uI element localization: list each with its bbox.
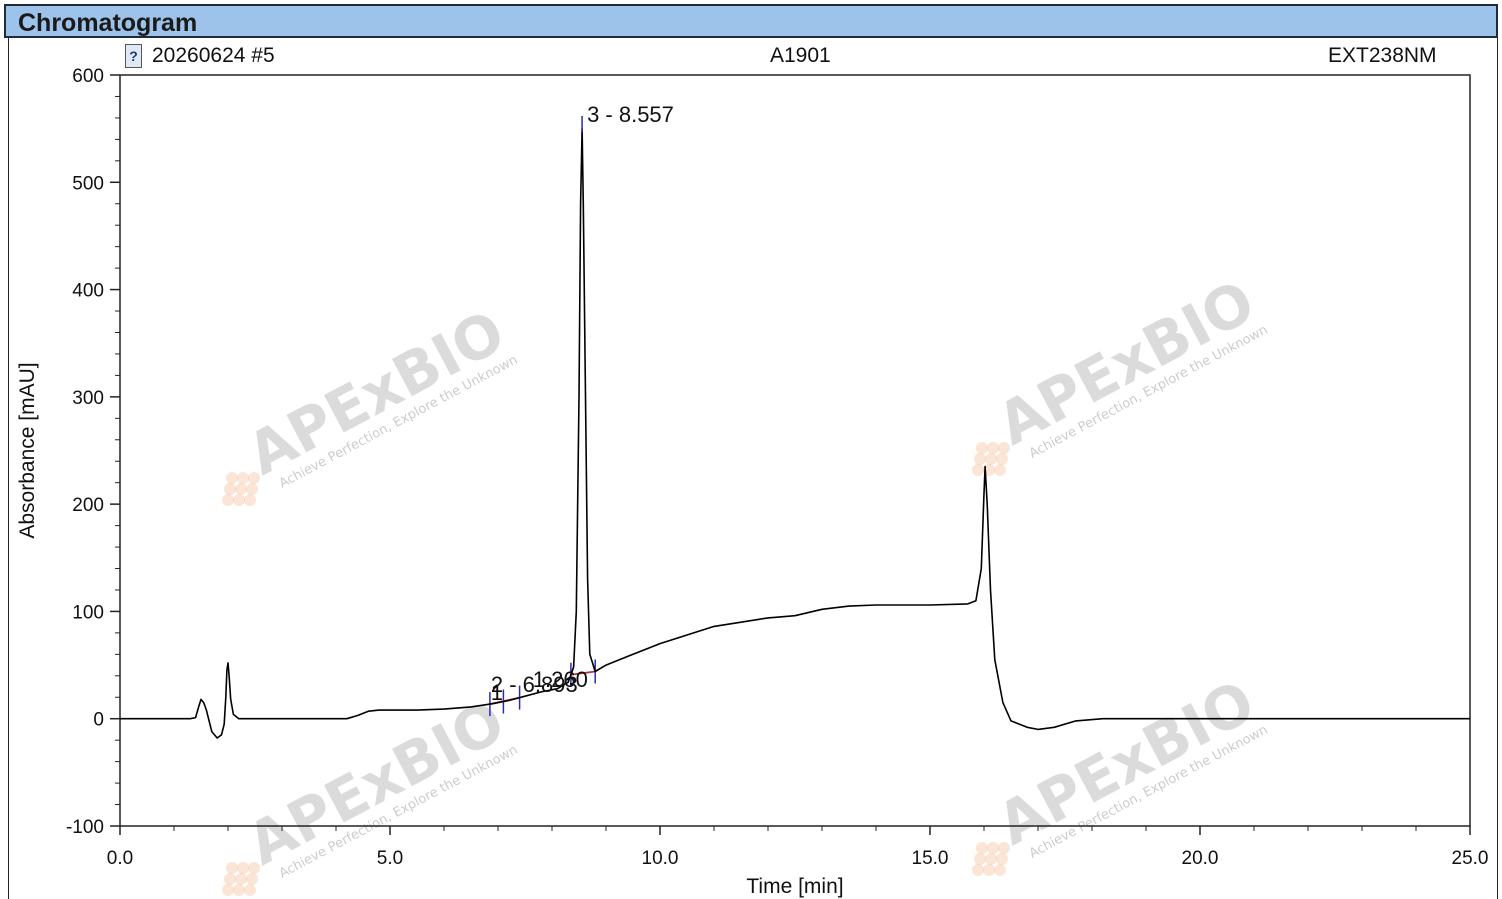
watermark-text: APExBIO	[237, 297, 516, 488]
watermark-text: APExBIO	[987, 667, 1266, 858]
x-tick-label: 10.0	[642, 848, 679, 869]
watermark-text: APExBIO	[987, 267, 1266, 458]
channel-name: EXT238NM	[1328, 44, 1437, 67]
sample-id: 20260624 #5	[152, 44, 275, 67]
y-tick-label: 100	[72, 602, 104, 623]
peak-label: 3 - 8.557	[587, 102, 674, 127]
x-tick-label: 15.0	[912, 848, 949, 869]
x-axis: 0.0 5.0 10.0 15.0 20.0 25.0	[107, 826, 1489, 869]
y-axis: -100 0 100 200 300 400 500 600	[66, 66, 120, 838]
window-title: Chromatogram	[18, 9, 198, 37]
y-tick-label: 300	[72, 388, 104, 409]
y-tick-label: 200	[72, 495, 104, 516]
title-bar: Chromatogram	[4, 4, 1498, 38]
plot-area	[119, 74, 1471, 827]
y-tick-label: 0	[93, 710, 104, 731]
x-tick-label: 0.0	[107, 848, 133, 869]
baseline-segment	[570, 670, 596, 676]
chromatogram-trace	[120, 127, 1470, 739]
peak-label: 1	[491, 680, 503, 705]
x-tick-label: 20.0	[1182, 848, 1219, 869]
y-axis-label: Absorbance [mAU]	[16, 362, 39, 538]
y-tick-label: -100	[66, 817, 104, 838]
peak-label: 1.260	[533, 667, 588, 692]
chart-frame	[8, 38, 1498, 899]
y-tick-label: 500	[72, 173, 104, 194]
sample-name: A1901	[770, 44, 831, 67]
y-tick-label: 600	[72, 66, 104, 87]
peak-label: 2 - 6.893	[491, 672, 578, 697]
x-axis-label: Time [min]	[746, 875, 843, 898]
y-tick-label: 400	[72, 281, 104, 302]
x-tick-label: 5.0	[377, 848, 403, 869]
question-file-icon[interactable]: ?	[125, 44, 142, 68]
x-tick-label: 25.0	[1452, 848, 1489, 869]
